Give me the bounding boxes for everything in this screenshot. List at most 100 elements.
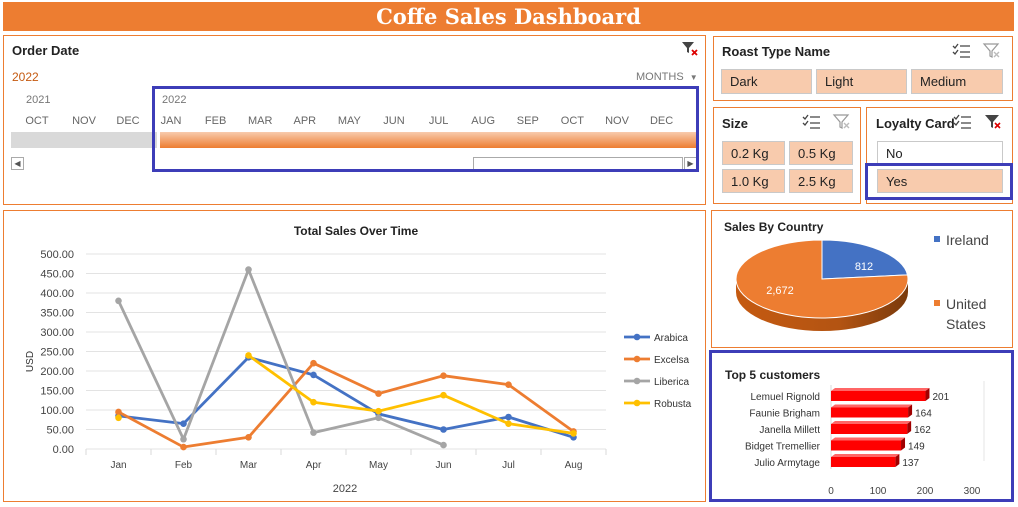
data-point-robusta [310, 398, 317, 406]
loyalty-card-slicer: Loyalty Card No Yes [866, 107, 1013, 204]
order-date-timeline: Order Date 2022 MONTHS ▼ 2021 2022 OCT NO… [3, 35, 706, 205]
timeline-month-2021-dec[interactable]: DEC [116, 115, 140, 127]
bar-value-label: 201 [932, 392, 949, 403]
legend-marker-united-states [934, 300, 940, 306]
x-tick-label: 100 [870, 486, 887, 497]
legend-marker-ireland [934, 236, 940, 242]
bar-side-face [907, 421, 912, 434]
data-point-excelsa [115, 408, 122, 416]
bar-side-face [895, 454, 900, 467]
data-point-robusta [440, 391, 447, 399]
x-tick-label: 200 [917, 486, 934, 497]
loyalty-yes-button[interactable]: Yes [877, 169, 1003, 193]
roast-medium-button[interactable]: Medium [911, 69, 1003, 94]
timeline-month-2022-mar[interactable]: MAR [247, 115, 273, 127]
multi-select-icon[interactable] [802, 113, 822, 131]
data-point-robusta [375, 407, 382, 415]
timeline-scrollbar[interactable]: ◀ ▶ [11, 155, 697, 171]
roast-dark-button[interactable]: Dark [721, 69, 812, 94]
data-point-liberica [245, 266, 252, 273]
y-tick-label: 50.00 [46, 425, 74, 437]
data-point-arabica [180, 420, 187, 427]
timeline-month-2022-oct[interactable]: OCT [560, 115, 584, 127]
timeline-title: Order Date [12, 43, 80, 58]
x-axis-label: 2022 [333, 483, 357, 495]
year-label-2022: 2022 [162, 94, 187, 106]
bar-top-face [831, 388, 930, 391]
series-line-liberica [117, 268, 445, 447]
data-point-excelsa [180, 443, 187, 451]
data-point-arabica [440, 426, 447, 433]
time-level-dropdown[interactable]: MONTHS ▼ [636, 71, 698, 83]
bar-side-face [908, 404, 913, 418]
year-label-2021: 2021 [26, 94, 51, 106]
timeline-month-2022-jul[interactable]: JUL [428, 115, 449, 127]
clear-filter-icon[interactable] [681, 41, 699, 57]
data-point-liberica [180, 435, 187, 443]
x-tick-label: Jul [502, 460, 515, 471]
legend-label-excelsa: Excelsa [654, 355, 689, 366]
bar-top-face [831, 437, 906, 441]
timeline-month-2022-nov[interactable]: NOV [605, 115, 629, 127]
total-sales-chart-panel: Total Sales Over Time 0.00 50.00 100.00 150.… [3, 210, 706, 502]
multi-select-icon[interactable] [952, 42, 972, 60]
size-0-5kg-button[interactable]: 0.5 Kg [789, 141, 853, 165]
data-point-excelsa [375, 390, 382, 397]
legend-label-robusta: Robusta [654, 399, 692, 410]
timeline-month-2022-sep[interactable]: SEP [516, 115, 539, 127]
clear-filter-icon[interactable] [832, 113, 852, 131]
size-2-5kg-button[interactable]: 2.5 Kg [789, 169, 853, 193]
y-tick-label: 100.00 [40, 405, 74, 417]
clear-filter-icon[interactable] [983, 113, 1003, 131]
bar-value-label: 164 [915, 409, 932, 420]
legend-marker-arabica [633, 333, 641, 341]
y-tick-label: 500.00 [40, 249, 74, 261]
timeline-month-2022-dec[interactable]: DEC [649, 115, 674, 127]
timeline-month-2022-jan[interactable]: JAN [160, 115, 182, 127]
timeline-bar-2021[interactable] [11, 132, 159, 148]
selected-period-label: 2022 [12, 70, 39, 84]
roast-light-button[interactable]: Light [816, 69, 907, 94]
timeline-month-2022-jun[interactable]: JUN [383, 115, 405, 127]
data-point-liberica [115, 297, 122, 305]
data-point-liberica [440, 441, 447, 449]
x-tick-label: Apr [306, 460, 322, 471]
timeline-month-2022-feb[interactable]: FEB [204, 115, 227, 127]
timeline-bar-2022[interactable] [160, 132, 697, 148]
legend-label-united-states: United States [946, 296, 986, 332]
roast-type-slicer: Roast Type Name Dark Light Medium [713, 36, 1013, 101]
timeline-month-2021-oct[interactable]: OCT [25, 115, 49, 127]
series-line-robusta [247, 354, 574, 435]
legend-marker-liberica [633, 377, 641, 385]
roast-slicer-title: Roast Type Name [722, 44, 831, 59]
y-tick-label: 450.00 [40, 269, 74, 281]
x-tick-label: May [369, 460, 388, 471]
timeline-month-2021-nov[interactable]: NOV [72, 115, 96, 127]
top-customers-bar-chart: Top 5 customers 0 100 200 300 Lemuel Rignold 2… [725, 368, 985, 497]
loyalty-no-button[interactable]: No [877, 141, 1003, 165]
timeline-month-2022-may[interactable]: MAY [337, 115, 361, 127]
y-tick-label: 350.00 [40, 308, 74, 320]
y-tick-label: 250.00 [40, 347, 74, 359]
x-tick-label: 0 [828, 486, 834, 497]
x-tick-label: 300 [964, 486, 981, 497]
scroll-left-icon[interactable]: ◀ [11, 157, 24, 170]
bar-side-face [925, 388, 930, 401]
legend-label-liberica: Liberica [654, 377, 689, 388]
multi-select-icon[interactable] [953, 113, 973, 131]
bar-value-label: 149 [908, 442, 925, 453]
data-point-robusta [115, 414, 122, 422]
line-chart-title: Total Sales Over Time [294, 224, 419, 238]
legend-label-ireland: Ireland [946, 232, 989, 248]
clear-filter-icon[interactable] [982, 42, 1002, 60]
dashboard-title: Coffe Sales Dashboard [3, 2, 1014, 31]
size-1-0kg-button[interactable]: 1.0 Kg [722, 169, 785, 193]
customer-name-label: Lemuel Rignold [751, 392, 821, 403]
data-point-arabica [310, 371, 317, 379]
size-0-2kg-button[interactable]: 0.2 Kg [722, 141, 785, 165]
timeline-month-2022-apr[interactable]: APR [293, 115, 317, 127]
customer-bar [831, 424, 908, 434]
data-point-excelsa [245, 434, 252, 441]
timeline-month-2022-aug[interactable]: AUG [471, 115, 496, 127]
total-sales-line-chart: Total Sales Over Time 0.00 50.00 100.00 150.… [25, 224, 692, 495]
